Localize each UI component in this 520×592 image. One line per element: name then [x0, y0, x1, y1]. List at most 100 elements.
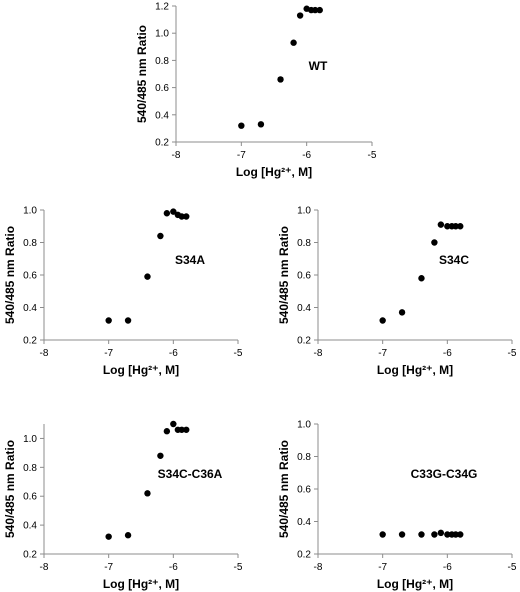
panel-s34c-c36a: 0.2 0.4 0.6 0.8 1.0 -8 -7 -6 -5 Log [Hg²⁺, M] 540/… — [3, 420, 243, 591]
y-tick-label: 0.4 — [23, 521, 37, 532]
data-point — [105, 317, 112, 324]
data-point — [296, 12, 304, 19]
x-tick-label: -5 — [234, 348, 243, 359]
x-tick-label: -8 — [40, 348, 49, 359]
y-tick-label: 0.6 — [297, 271, 311, 282]
y-tick-label: 1.2 — [155, 2, 169, 13]
data-point — [418, 531, 425, 538]
data-point — [444, 531, 451, 538]
data-point — [178, 213, 185, 220]
x-tick-label: -8 — [314, 562, 323, 573]
y-tick-label: 0.2 — [297, 550, 311, 561]
y-tick-label: 0.4 — [23, 303, 37, 314]
y-tick-label: 1.0 — [155, 29, 169, 40]
data-point — [290, 39, 297, 46]
panel-label: WT — [309, 59, 328, 73]
y-tick-label: 0.8 — [297, 238, 311, 249]
data-point — [379, 317, 386, 324]
panel-wt: 0.2 0.4 0.6 0.8 1.0 1.2 -8 -7 -6 -5 Log [Hg²⁺, M] 5… — [135, 2, 377, 180]
x-tick-label: -7 — [378, 562, 387, 573]
y-axis-label: 540/485 nm Ratio — [277, 440, 291, 538]
data-point — [437, 221, 445, 228]
x-tick-label: -6 — [302, 150, 311, 161]
x-axis-label: Log [Hg²⁺, M] — [377, 577, 453, 591]
data-point — [437, 529, 445, 537]
data-point — [431, 239, 438, 246]
x-tick-label: -7 — [104, 348, 113, 359]
y-tick-label: 0.2 — [297, 336, 311, 347]
data-point — [157, 232, 164, 240]
y-tick-label: 1.0 — [23, 206, 37, 217]
y-tick-label: 0.4 — [155, 110, 169, 121]
y-tick-label: 0.4 — [297, 517, 311, 528]
x-axis-label: Log [Hg²⁺, M] — [103, 363, 179, 377]
data-point — [178, 426, 185, 433]
data-point — [238, 122, 245, 129]
y-tick-label: 1.0 — [23, 434, 37, 445]
y-axis-label: 540/485 nm Ratio — [3, 440, 17, 538]
panel-label: C33G-C34G — [411, 467, 478, 481]
y-tick-label: 0.8 — [23, 463, 37, 474]
x-axis-label: Log [Hg²⁺, M] — [103, 577, 179, 591]
x-tick-label: -7 — [104, 562, 113, 573]
data-point — [277, 76, 284, 83]
x-tick-label: -5 — [368, 150, 377, 161]
data-point — [124, 532, 132, 539]
data-point — [457, 223, 464, 230]
y-tick-label: 0.4 — [297, 303, 311, 314]
panel-label: S34C — [439, 253, 469, 267]
x-tick-label: -5 — [234, 562, 243, 573]
y-axis-label: 540/485 nm Ratio — [135, 25, 149, 123]
data-point — [183, 426, 190, 433]
panel-label: S34A — [175, 253, 205, 267]
y-tick-label: 1.0 — [297, 206, 311, 217]
data-point — [163, 210, 171, 217]
data-point — [418, 275, 425, 282]
x-tick-label: -6 — [169, 348, 178, 359]
data-point — [157, 452, 164, 459]
data-point — [311, 6, 319, 14]
data-point — [379, 531, 386, 538]
data-point — [316, 6, 323, 14]
data-point — [398, 531, 406, 538]
data-point — [257, 121, 265, 128]
panel-s34c: 0.2 0.4 0.6 0.8 1.0 -8 -7 -6 -5 Log [Hg²⁺, M] 540/… — [277, 206, 517, 378]
y-axis-label: 540/485 nm Ratio — [277, 226, 291, 324]
x-axis-label: Log [Hg²⁺, M] — [236, 165, 312, 179]
data-point — [105, 533, 112, 540]
y-tick-label: 0.2 — [23, 550, 37, 561]
data-point — [452, 531, 459, 538]
data-point — [144, 490, 151, 497]
y-tick-label: 1.0 — [297, 420, 311, 431]
data-point — [124, 317, 132, 324]
y-tick-label: 0.6 — [23, 271, 37, 282]
y-tick-label: 0.8 — [297, 452, 311, 463]
x-tick-label: -6 — [169, 562, 178, 573]
y-tick-label: 0.6 — [297, 485, 311, 496]
panel-s34a: 0.2 0.4 0.6 0.8 1.0 -8 -7 -6 -5 Log [Hg²⁺, M] 540/… — [3, 206, 243, 378]
data-point — [183, 213, 190, 220]
data-point — [170, 420, 177, 428]
x-tick-label: -6 — [443, 348, 452, 359]
x-tick-label: -8 — [314, 348, 323, 359]
y-tick-label: 0.8 — [155, 56, 169, 67]
y-tick-label: 0.8 — [23, 238, 37, 249]
y-tick-label: 0.2 — [155, 138, 169, 149]
x-axis-label: Log [Hg²⁺, M] — [377, 363, 453, 377]
data-point — [452, 223, 459, 230]
data-point — [444, 223, 451, 230]
data-point — [144, 273, 151, 280]
panel-c33g-c34g: 0.2 0.4 0.6 0.8 1.0 -8 -7 -6 -5 Log [Hg²⁺, M] 540/… — [277, 420, 517, 592]
y-tick-label: 0.2 — [23, 336, 37, 347]
x-tick-label: -5 — [508, 348, 517, 359]
data-point — [170, 208, 177, 215]
data-point — [457, 531, 464, 538]
x-tick-label: -6 — [443, 562, 452, 573]
data-point — [163, 428, 171, 435]
x-tick-label: -7 — [378, 348, 387, 359]
panel-label: S34C-C36A — [158, 467, 223, 481]
x-tick-label: -8 — [172, 150, 181, 161]
y-tick-label: 0.6 — [23, 492, 37, 503]
y-axis-label: 540/485 nm Ratio — [3, 226, 17, 324]
